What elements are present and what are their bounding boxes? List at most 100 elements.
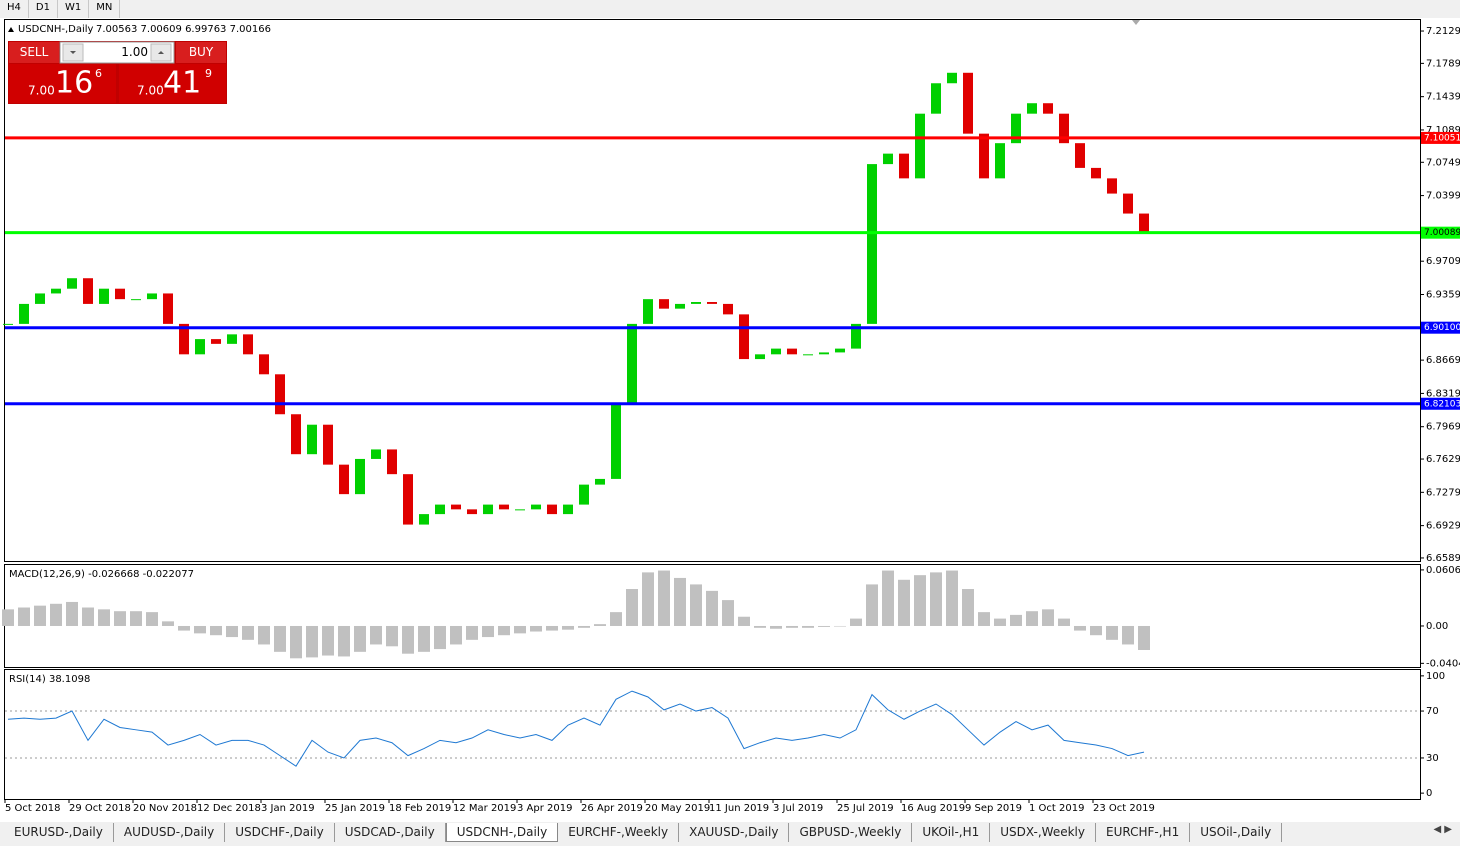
level-label: 7.10051 bbox=[1424, 133, 1460, 143]
buy-price-pips: 41 bbox=[163, 66, 201, 101]
y-tick-label: 6.97090 bbox=[1426, 256, 1460, 267]
lots-input[interactable] bbox=[59, 41, 175, 64]
timeframe-button[interactable]: H4 bbox=[0, 0, 29, 18]
chart-tab[interactable]: AUDUSD-,Daily bbox=[114, 823, 226, 842]
macd-bar bbox=[786, 625, 798, 628]
candle bbox=[531, 504, 541, 510]
macd-bar bbox=[1138, 625, 1150, 650]
y-tick-label: 100 bbox=[1426, 671, 1445, 682]
chart-tab[interactable]: USDCHF-,Daily bbox=[225, 823, 335, 842]
y-tick-label: 7.21290 bbox=[1426, 26, 1460, 37]
x-tick-label: 3 Jan 2019 bbox=[261, 803, 315, 814]
macd-bar bbox=[738, 616, 750, 626]
candle bbox=[739, 314, 749, 360]
chart-tab[interactable]: GBPUSD-,Weekly bbox=[789, 823, 913, 842]
macd-bar bbox=[1122, 625, 1134, 645]
macd-bar bbox=[562, 625, 574, 630]
candle bbox=[451, 504, 461, 510]
sell-button[interactable] bbox=[9, 42, 59, 63]
macd-bar bbox=[322, 625, 334, 656]
sell-label[interactable]: SELL bbox=[20, 45, 49, 59]
macd-bar bbox=[834, 625, 846, 627]
chart-tab[interactable]: UKOil-,H1 bbox=[912, 823, 991, 842]
y-tick-label: 7.14390 bbox=[1426, 92, 1460, 103]
candle bbox=[1123, 193, 1133, 214]
y-tick-label: 6.72790 bbox=[1426, 487, 1460, 498]
macd-bar bbox=[1010, 614, 1022, 626]
rsi-line bbox=[7, 690, 1145, 767]
level-label: 6.90100 bbox=[1424, 323, 1460, 333]
candle bbox=[931, 83, 941, 114]
candle bbox=[563, 504, 573, 515]
macd-bar bbox=[194, 625, 206, 634]
candle bbox=[675, 303, 685, 309]
candle bbox=[355, 458, 365, 495]
chart-tab[interactable]: EURUSD-,Daily bbox=[4, 823, 114, 842]
macd-bar bbox=[386, 625, 398, 647]
chart-tab[interactable]: USDCAD-,Daily bbox=[335, 823, 446, 842]
macd-bar bbox=[706, 590, 718, 626]
buy-price-box[interactable] bbox=[119, 64, 226, 103]
macd-bar bbox=[530, 625, 542, 632]
sell-price-box[interactable] bbox=[9, 64, 116, 103]
candle bbox=[19, 303, 29, 324]
candle bbox=[787, 348, 797, 355]
macd-bar bbox=[2, 609, 14, 626]
timeframe-button[interactable]: W1 bbox=[58, 0, 90, 18]
candle bbox=[1043, 103, 1053, 114]
macd-bar bbox=[210, 625, 222, 636]
timeframe-button[interactable]: D1 bbox=[29, 0, 58, 18]
candle bbox=[1139, 213, 1149, 232]
macd-bar bbox=[1042, 609, 1054, 626]
macd-bar bbox=[466, 625, 478, 640]
macd-bar bbox=[882, 570, 894, 626]
y-tick-label: 0 bbox=[1426, 788, 1432, 799]
candle bbox=[147, 293, 157, 300]
tab-scroll[interactable]: ◀ ▶ bbox=[1433, 824, 1452, 835]
macd-bar bbox=[482, 625, 494, 638]
candle bbox=[851, 323, 861, 349]
candle bbox=[371, 449, 381, 459]
candle bbox=[1027, 103, 1037, 114]
level-label-bg bbox=[1421, 226, 1460, 239]
chart-tab[interactable]: EURCHF-,H1 bbox=[1096, 823, 1191, 842]
macd-bar bbox=[914, 575, 926, 626]
x-tick-label: 25 Jul 2019 bbox=[837, 803, 894, 814]
x-tick-label: 3 Jul 2019 bbox=[773, 803, 823, 814]
chart-tab[interactable]: XAUUSD-,Daily bbox=[679, 823, 790, 842]
macd-bar bbox=[34, 605, 46, 626]
macd-bar bbox=[434, 625, 446, 650]
candle bbox=[499, 504, 509, 510]
lots-value[interactable]: 1.00 bbox=[121, 45, 148, 59]
chart-tab[interactable]: USOil-,Daily bbox=[1190, 823, 1283, 842]
candle bbox=[819, 352, 829, 355]
chart-tab[interactable]: USDCNH-,Daily bbox=[445, 823, 559, 842]
x-tick-label: 3 Apr 2019 bbox=[517, 803, 572, 814]
chart-background bbox=[0, 18, 1460, 822]
macd-bar bbox=[690, 584, 702, 626]
candle bbox=[547, 504, 557, 515]
y-tick-label: 0.060687 bbox=[1426, 565, 1460, 576]
candle bbox=[163, 293, 173, 324]
macd-bar bbox=[962, 589, 974, 626]
chart-tab[interactable]: EURCHF-,Weekly bbox=[558, 823, 680, 842]
candle bbox=[1011, 113, 1021, 144]
buy-label[interactable]: BUY bbox=[189, 45, 214, 59]
timeframe-toolbar: H4 D1 W1 MN bbox=[0, 0, 121, 18]
x-tick-label: 11 Jun 2019 bbox=[709, 803, 769, 814]
candle bbox=[275, 374, 285, 415]
macd-bar bbox=[578, 625, 590, 628]
macd-bar bbox=[370, 625, 382, 645]
macd-bar bbox=[242, 625, 254, 640]
level-label-bg bbox=[1421, 321, 1460, 334]
x-tick-label: 25 Jan 2019 bbox=[325, 803, 385, 814]
chart-tab[interactable]: USDX-,Weekly bbox=[990, 823, 1096, 842]
candle bbox=[1107, 178, 1117, 194]
timeframe-button[interactable]: MN bbox=[89, 0, 121, 18]
rsi-panel bbox=[4, 669, 1421, 800]
macd-bar bbox=[866, 584, 878, 626]
panel-subtitle: 7.00563 7.00609 6.99763 7.00166 bbox=[96, 24, 271, 35]
buy-button[interactable] bbox=[176, 42, 226, 63]
candle bbox=[835, 348, 845, 353]
x-tick-label: 5 Oct 2018 bbox=[5, 803, 60, 814]
